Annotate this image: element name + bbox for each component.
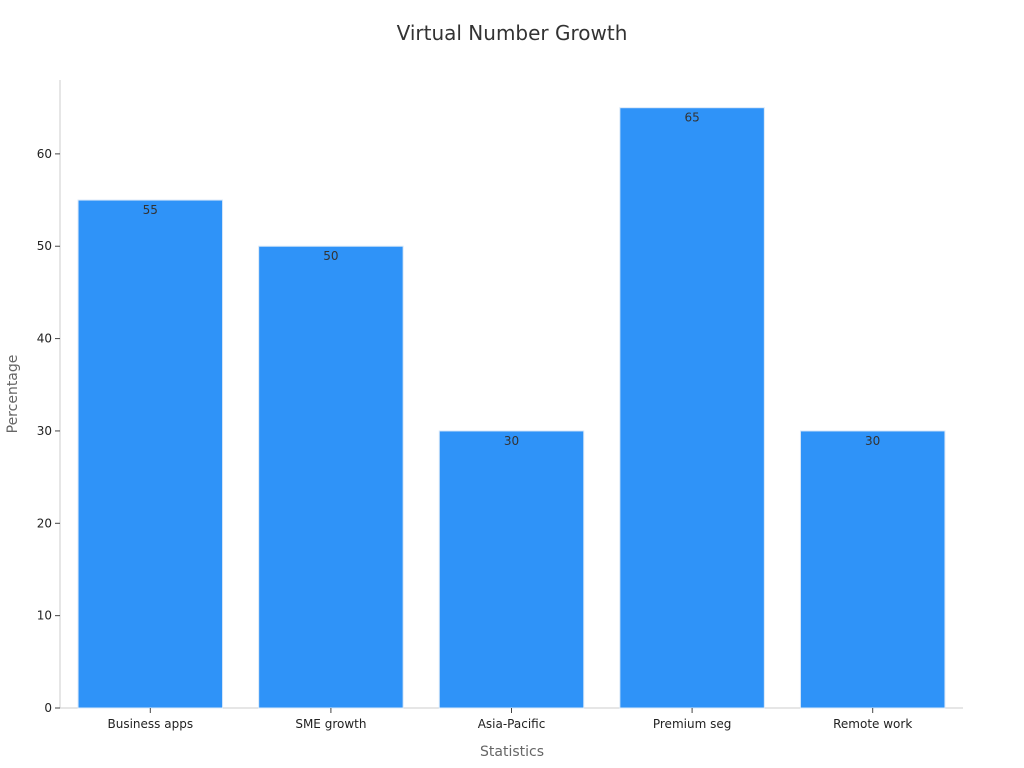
x-tick-label: Premium seg — [653, 717, 731, 731]
x-tick-label: Business apps — [108, 717, 194, 731]
y-axis-title: Percentage — [5, 355, 21, 434]
chart-title: Virtual Number Growth — [397, 21, 628, 45]
x-tick-label: Asia-Pacific — [478, 717, 546, 731]
bar-data-label: 55 — [143, 203, 158, 217]
bar-sme-growth — [258, 245, 404, 709]
y-tick-label: 0 — [44, 701, 52, 715]
bar-remote-work — [799, 430, 946, 709]
bar-data-label: 65 — [684, 111, 699, 125]
y-tick-label: 40 — [37, 332, 52, 346]
x-tick-label: SME growth — [295, 717, 366, 731]
y-tick-label: 60 — [37, 147, 52, 161]
bar-premium-seg — [619, 107, 765, 709]
y-tick-label: 10 — [37, 609, 52, 623]
y-axis-ticks: 0 10 20 30 40 50 60 — [37, 147, 60, 715]
y-tick-label: 50 — [37, 239, 52, 253]
bars-group — [77, 107, 946, 709]
x-axis-ticks: Business apps SME growth Asia-Pacific Premi… — [108, 708, 912, 731]
bar-business-apps — [77, 199, 224, 709]
x-tick-label: Remote work — [833, 717, 912, 731]
y-tick-label: 30 — [37, 424, 52, 438]
x-axis-title: Statistics — [480, 744, 544, 760]
bar-data-label: 30 — [865, 434, 880, 448]
bar-asia-pacific — [438, 430, 585, 709]
bar-data-label: 50 — [323, 249, 338, 263]
bar-data-label: 30 — [504, 434, 519, 448]
data-labels-group: 55 50 30 65 30 — [143, 111, 881, 448]
y-tick-label: 20 — [37, 516, 52, 530]
